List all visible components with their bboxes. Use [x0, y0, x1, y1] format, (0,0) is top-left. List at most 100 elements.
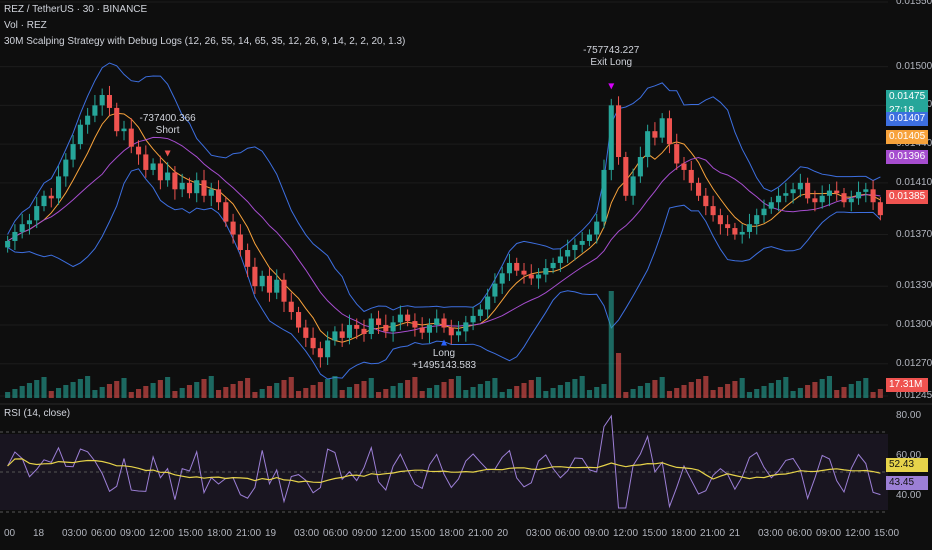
time-tick-label: 19 — [265, 528, 277, 539]
volume-bar — [310, 385, 316, 398]
volume-bars — [5, 291, 883, 398]
volume-bar — [26, 383, 32, 398]
candle-body — [703, 195, 709, 207]
price-tick-label: 0.01500 — [896, 60, 932, 72]
volume-bar — [296, 391, 302, 398]
volume-bar — [281, 380, 287, 398]
price-tick-label: 0.01300 — [896, 318, 932, 330]
volume-bar — [739, 378, 745, 398]
volume-legend[interactable]: Vol · REZ — [4, 20, 47, 31]
candle-body — [768, 202, 774, 209]
candle-body — [274, 279, 280, 293]
volume-bar — [565, 382, 571, 398]
time-tick-label: 03:00 — [526, 528, 552, 539]
volume-bar — [652, 380, 658, 398]
price-tick-label: 0.01410 — [896, 176, 932, 188]
volume-bar — [572, 379, 578, 398]
candle-body — [521, 270, 527, 275]
candle-body — [448, 327, 454, 336]
volume-bar — [114, 381, 120, 398]
candle-body — [681, 163, 687, 170]
volume-bar — [717, 387, 723, 398]
strategy-legend[interactable]: 30M Scalping Strategy with Debug Logs (1… — [4, 36, 406, 47]
candle-body — [92, 105, 98, 116]
time-tick-label: 06:00 — [323, 528, 349, 539]
volume-bar — [412, 377, 418, 398]
volume-bar — [346, 387, 352, 398]
volume-bar — [143, 386, 149, 398]
candle-body — [317, 348, 323, 358]
candle-body — [56, 176, 62, 199]
candle-body — [557, 256, 563, 263]
volume-bar — [150, 383, 156, 398]
candle-body — [361, 328, 367, 334]
volume-bar — [681, 385, 687, 398]
candle-body — [165, 172, 171, 181]
candle-body — [230, 221, 236, 235]
time-tick-label: 18:00 — [207, 528, 233, 539]
bollinger-upper-line — [7, 62, 881, 313]
candle-body — [477, 309, 483, 316]
candle-body — [41, 195, 47, 207]
trade-arrow-icon — [441, 339, 447, 346]
candle-body — [536, 274, 542, 279]
candle-body — [26, 220, 32, 225]
volume-bar — [448, 379, 454, 398]
time-tick-label: 12:00 — [149, 528, 175, 539]
volume-bar — [368, 378, 374, 398]
candle-body — [434, 318, 440, 325]
candle-body — [528, 274, 534, 279]
volume-bar — [325, 379, 331, 398]
volume-bar — [12, 389, 18, 398]
candle-body — [666, 118, 672, 145]
trade-annotation-sub: Exit Long — [590, 57, 633, 69]
candle-body — [216, 189, 222, 203]
volume-bar — [303, 388, 309, 398]
trade-annotation-text: -757743.227 — [583, 45, 640, 57]
candle-body — [99, 95, 105, 106]
candle-body — [5, 240, 11, 248]
trade-annotation: -737400.366 Short — [123, 113, 213, 137]
candle-body — [259, 275, 265, 287]
candle-body — [739, 231, 745, 235]
volume-bar — [725, 384, 731, 398]
candle-body — [746, 224, 752, 232]
volume-bar — [841, 387, 847, 398]
candle-body — [805, 182, 811, 199]
volume-bar — [259, 389, 265, 398]
price-tag-value: 0.01396 — [889, 151, 926, 162]
candle-body — [586, 234, 592, 241]
candle-body — [376, 318, 382, 325]
time-tick-label: 21 — [729, 528, 741, 539]
candle-body — [114, 107, 120, 132]
time-tick-label: 21:00 — [236, 528, 262, 539]
symbol-legend[interactable]: REZ / TetherUS · 30 · BINANCE — [4, 4, 148, 15]
volume-bar — [405, 380, 411, 398]
candle-body — [106, 95, 112, 108]
rsi-tag: 52.43 — [886, 458, 928, 472]
candle-body — [150, 163, 156, 170]
volume-bar — [332, 376, 338, 398]
candle-body — [186, 182, 192, 194]
volume-bar — [317, 382, 323, 398]
time-tick-label: 12:00 — [381, 528, 407, 539]
volume-bar — [194, 382, 200, 398]
time-tick-label: 03:00 — [62, 528, 88, 539]
price-tick-label: 0.01550 — [896, 0, 932, 7]
rsi-legend[interactable]: RSI (14, close) — [4, 408, 71, 419]
trade-annotation-sub: Short — [155, 124, 180, 136]
volume-bar — [128, 392, 134, 398]
candle-body — [492, 283, 498, 297]
candle-body — [34, 206, 40, 221]
volume-bar — [848, 384, 854, 398]
volume-bar — [419, 391, 425, 398]
candle-body — [179, 182, 185, 190]
candle-body — [346, 324, 352, 338]
candle-body — [266, 275, 272, 293]
trade-annotation-text: Long — [432, 347, 456, 359]
rsi-line — [7, 414, 881, 509]
candle-body — [674, 144, 680, 164]
candlesticks — [5, 85, 883, 368]
volume-bar — [216, 390, 222, 398]
